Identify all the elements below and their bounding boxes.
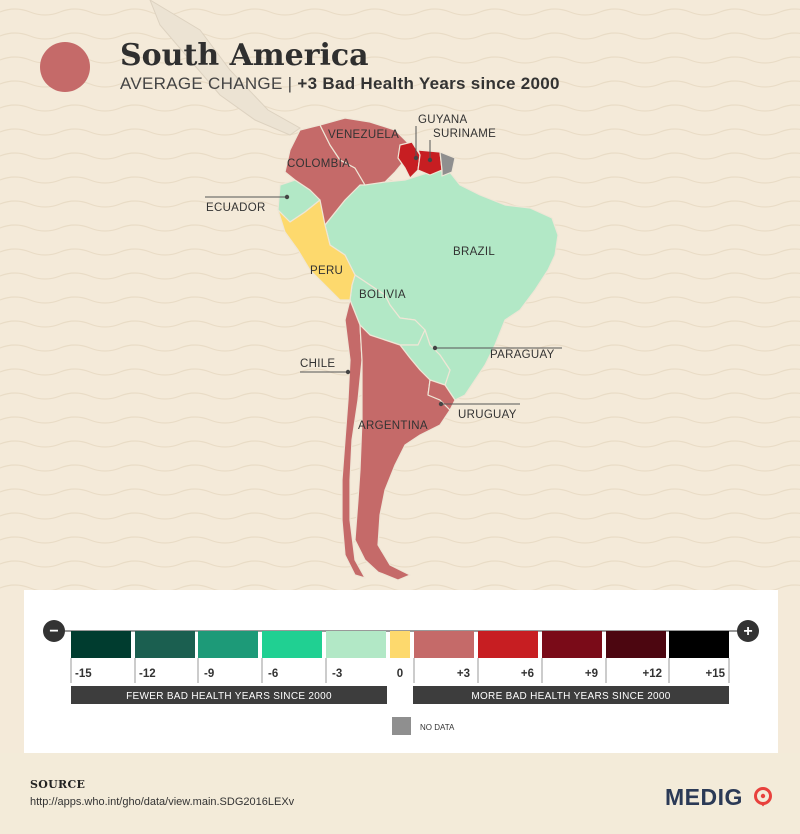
tick-label: -6 [268, 668, 278, 680]
page-subtitle: AVERAGE CHANGE | +3 Bad Health Years sin… [120, 74, 560, 94]
swatch-plus-6 [478, 631, 538, 658]
swatch-plus-9 [542, 631, 602, 658]
country-guyana[interactable] [397, 141, 421, 179]
no-data-swatch [392, 717, 411, 735]
medigo-logo[interactable]: MEDIG [665, 784, 743, 810]
tick-label: +3 [457, 668, 470, 680]
label-brazil: BRAZIL [453, 246, 495, 258]
label-guyana: GUYANA [418, 114, 468, 126]
tick-label: 0 [397, 668, 403, 680]
tick-label: -12 [139, 668, 156, 680]
swatch-minus-6 [262, 631, 322, 658]
swatch-minus-12 [135, 631, 195, 658]
label-suriname: SURINAME [433, 128, 496, 140]
leader-lines [205, 126, 562, 405]
subtitle-value: +3 Bad Health Years since 2000 [297, 74, 560, 93]
country-french-guiana[interactable] [439, 151, 456, 177]
country-venezuela[interactable] [319, 117, 411, 186]
color-scale-legend: − + [43, 620, 759, 735]
more-bar [413, 686, 729, 704]
label-ecuador: ECUADOR [206, 202, 266, 214]
tick-label: +6 [521, 668, 534, 680]
swatch-minus-3 [326, 631, 386, 658]
label-peru: PERU [310, 265, 343, 277]
tick-label: -15 [75, 668, 92, 680]
swatch-zero [390, 631, 410, 658]
tick-label: -9 [204, 668, 214, 680]
location-pin-icon [754, 787, 772, 807]
plus-icon [737, 620, 759, 642]
tick-label: +12 [642, 668, 662, 680]
swatch-minus-9 [198, 631, 258, 658]
label-argentina: ARGENTINA [358, 420, 428, 432]
label-chile: CHILE [300, 358, 335, 370]
source-url[interactable]: http://apps.who.int/gho/data/view.main.S… [30, 796, 295, 808]
tick-label: -3 [332, 668, 342, 680]
label-bolivia: BOLIVIA [359, 289, 406, 301]
country-peru[interactable] [277, 199, 356, 301]
label-uruguay: URUGUAY [458, 409, 517, 421]
subtitle-prefix: AVERAGE CHANGE | [120, 74, 298, 93]
leader-dots [284, 155, 444, 407]
footer [0, 753, 800, 834]
source-label: SOURCE [30, 778, 86, 791]
minus-symbol: − [49, 623, 58, 640]
tick-label: +15 [705, 668, 725, 680]
south-america-map: VENEZUELA GUYANA SURINAME COLOMBIA ECUAD… [205, 114, 562, 581]
minus-icon [43, 620, 65, 642]
no-data-label: NO DATA [420, 723, 455, 732]
label-colombia: COLOMBIA [287, 158, 350, 170]
country-argentina[interactable] [354, 324, 451, 581]
average-change-marker [40, 42, 90, 92]
swatch-plus-12 [606, 631, 666, 658]
label-venezuela: VENEZUELA [328, 129, 399, 141]
plus-symbol: + [743, 623, 752, 640]
country-uruguay[interactable] [427, 379, 456, 411]
fewer-bar [71, 686, 387, 704]
legend-panel: − + [24, 590, 778, 753]
more-label: MORE BAD HEALTH YEARS SINCE 2000 [471, 691, 670, 702]
tick-label: +9 [585, 668, 598, 680]
swatch-plus-3 [414, 631, 474, 658]
swatch-plus-15 [669, 631, 729, 658]
swatch-minus-15 [71, 631, 131, 658]
country-chile[interactable] [341, 299, 366, 579]
label-paraguay: PARAGUAY [490, 349, 555, 361]
fewer-label: FEWER BAD HEALTH YEARS SINCE 2000 [126, 691, 332, 702]
tick-separators [70, 658, 730, 683]
page-title: South America [120, 38, 369, 73]
